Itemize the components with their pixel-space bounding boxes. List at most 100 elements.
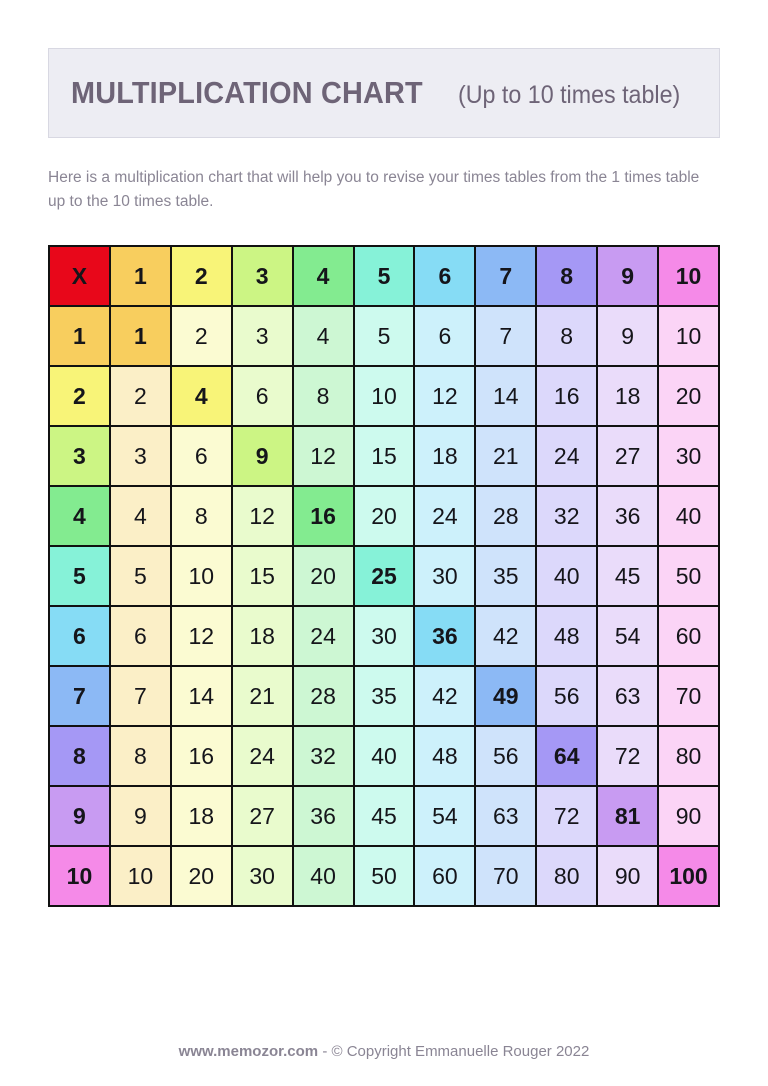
product-cell-1x5: 5 (352, 305, 416, 367)
product-cell-1x1: 1 (108, 305, 172, 367)
product-cell-3x2: 6 (169, 425, 233, 487)
product-cell-7x9: 63 (596, 665, 660, 727)
product-cell-4x8: 32 (535, 485, 599, 547)
product-cell-2x6: 12 (413, 365, 477, 427)
product-cell-9x8: 72 (535, 785, 599, 847)
table-row: 5 5 10 15 20 25 30 35 40 45 50 (48, 545, 720, 607)
row-header-9: 9 (48, 785, 111, 847)
product-cell-5x6: 30 (413, 545, 477, 607)
product-cell-2x5: 10 (352, 365, 416, 427)
product-cell-10x10: 100 (657, 845, 720, 907)
product-cell-1x2: 2 (169, 305, 233, 367)
table-row: 4 4 8 12 16 20 24 28 32 36 40 (48, 485, 720, 547)
product-cell-8x4: 32 (291, 725, 355, 787)
table-row: 9 9 18 27 36 45 54 63 72 81 90 (48, 785, 720, 847)
product-cell-3x6: 18 (413, 425, 477, 487)
product-cell-5x3: 15 (230, 545, 294, 607)
product-cell-4x7: 28 (474, 485, 538, 547)
product-cell-10x7: 70 (474, 845, 538, 907)
product-cell-6x7: 42 (474, 605, 538, 667)
column-header-6: 6 (413, 245, 477, 307)
product-cell-1x9: 9 (596, 305, 660, 367)
product-cell-3x4: 12 (291, 425, 355, 487)
row-header-7: 7 (48, 665, 111, 727)
product-cell-5x2: 10 (169, 545, 233, 607)
product-cell-4x3: 12 (230, 485, 294, 547)
product-cell-6x6: 36 (413, 605, 477, 667)
product-cell-9x9: 81 (596, 785, 660, 847)
product-cell-4x6: 24 (413, 485, 477, 547)
table-row: 6 6 12 18 24 30 36 42 48 54 60 (48, 605, 720, 667)
product-cell-5x10: 50 (657, 545, 720, 607)
table-header-row: X 1 2 3 4 5 6 7 8 9 10 (48, 245, 720, 307)
product-cell-1x8: 8 (535, 305, 599, 367)
product-cell-1x3: 3 (230, 305, 294, 367)
product-cell-1x6: 6 (413, 305, 477, 367)
title-subtitle-text: (Up to 10 times table) (458, 81, 681, 109)
table-row: 7 7 14 21 28 35 42 49 56 63 70 (48, 665, 720, 727)
product-cell-2x8: 16 (535, 365, 599, 427)
product-cell-4x9: 36 (596, 485, 660, 547)
table-row: 1 1 2 3 4 5 6 7 8 9 10 (48, 305, 720, 367)
intro-paragraph: Here is a multiplication chart that will… (48, 169, 700, 211)
product-cell-4x10: 40 (657, 485, 720, 547)
product-cell-1x10: 10 (657, 305, 720, 367)
footer: www.memozor.com - © Copyright Emmanuelle… (0, 1043, 768, 1060)
product-cell-3x9: 27 (596, 425, 660, 487)
product-cell-9x7: 63 (474, 785, 538, 847)
product-cell-4x4: 16 (291, 485, 355, 547)
product-cell-5x1: 5 (108, 545, 172, 607)
product-cell-9x1: 9 (108, 785, 172, 847)
table-row: 2 2 4 6 8 10 12 14 16 18 20 (48, 365, 720, 427)
product-cell-5x4: 20 (291, 545, 355, 607)
product-cell-4x1: 4 (108, 485, 172, 547)
product-cell-8x3: 24 (230, 725, 294, 787)
column-header-7: 7 (474, 245, 538, 307)
product-cell-7x7: 49 (474, 665, 538, 727)
product-cell-6x4: 24 (291, 605, 355, 667)
footer-copyright: - © Copyright Emmanuelle Rouger 2022 (322, 1043, 590, 1060)
product-cell-9x5: 45 (352, 785, 416, 847)
column-header-1: 1 (108, 245, 172, 307)
product-cell-8x5: 40 (352, 725, 416, 787)
column-header-3: 3 (230, 245, 294, 307)
table-corner-cell: X (48, 245, 111, 307)
multiplication-table-container: X 1 2 3 4 5 6 7 8 9 10 1 1 2 3 4 5 6 7 8 9 10 2 2 4 6 8 10 12 14 16 18 2… (48, 245, 720, 907)
table-body: X 1 2 3 4 5 6 7 8 9 10 1 1 2 3 4 5 6 7 8 9 10 2 2 4 6 8 10 12 14 16 18 2… (48, 245, 720, 907)
product-cell-7x5: 35 (352, 665, 416, 727)
column-header-10: 10 (657, 245, 720, 307)
product-cell-3x3: 9 (230, 425, 294, 487)
product-cell-9x2: 18 (169, 785, 233, 847)
product-cell-3x10: 30 (657, 425, 720, 487)
row-header-3: 3 (48, 425, 111, 487)
footer-site-link[interactable]: www.memozor.com (178, 1043, 319, 1060)
table-row: 3 3 6 9 12 15 18 21 24 27 30 (48, 425, 720, 487)
product-cell-5x9: 45 (596, 545, 660, 607)
product-cell-2x10: 20 (657, 365, 720, 427)
product-cell-8x9: 72 (596, 725, 660, 787)
product-cell-7x4: 28 (291, 665, 355, 727)
row-header-8: 8 (48, 725, 111, 787)
product-cell-7x3: 21 (230, 665, 294, 727)
product-cell-7x2: 14 (169, 665, 233, 727)
column-header-5: 5 (352, 245, 416, 307)
product-cell-1x7: 7 (474, 305, 538, 367)
product-cell-6x9: 54 (596, 605, 660, 667)
product-cell-3x1: 3 (108, 425, 172, 487)
row-header-4: 4 (48, 485, 111, 547)
multiplication-table: X 1 2 3 4 5 6 7 8 9 10 1 1 2 3 4 5 6 7 8 9 10 2 2 4 6 8 10 12 14 16 18 2… (48, 245, 720, 907)
row-header-5: 5 (48, 545, 111, 607)
product-cell-7x6: 42 (413, 665, 477, 727)
product-cell-2x3: 6 (230, 365, 294, 427)
title-banner: MULTIPLICATION CHART (Up to 10 times tab… (48, 48, 720, 138)
product-cell-5x8: 40 (535, 545, 599, 607)
product-cell-6x10: 60 (657, 605, 720, 667)
product-cell-7x1: 7 (108, 665, 172, 727)
product-cell-7x8: 56 (535, 665, 599, 727)
row-header-6: 6 (48, 605, 111, 667)
product-cell-8x1: 8 (108, 725, 172, 787)
product-cell-10x5: 50 (352, 845, 416, 907)
product-cell-3x5: 15 (352, 425, 416, 487)
product-cell-2x1: 2 (108, 365, 172, 427)
